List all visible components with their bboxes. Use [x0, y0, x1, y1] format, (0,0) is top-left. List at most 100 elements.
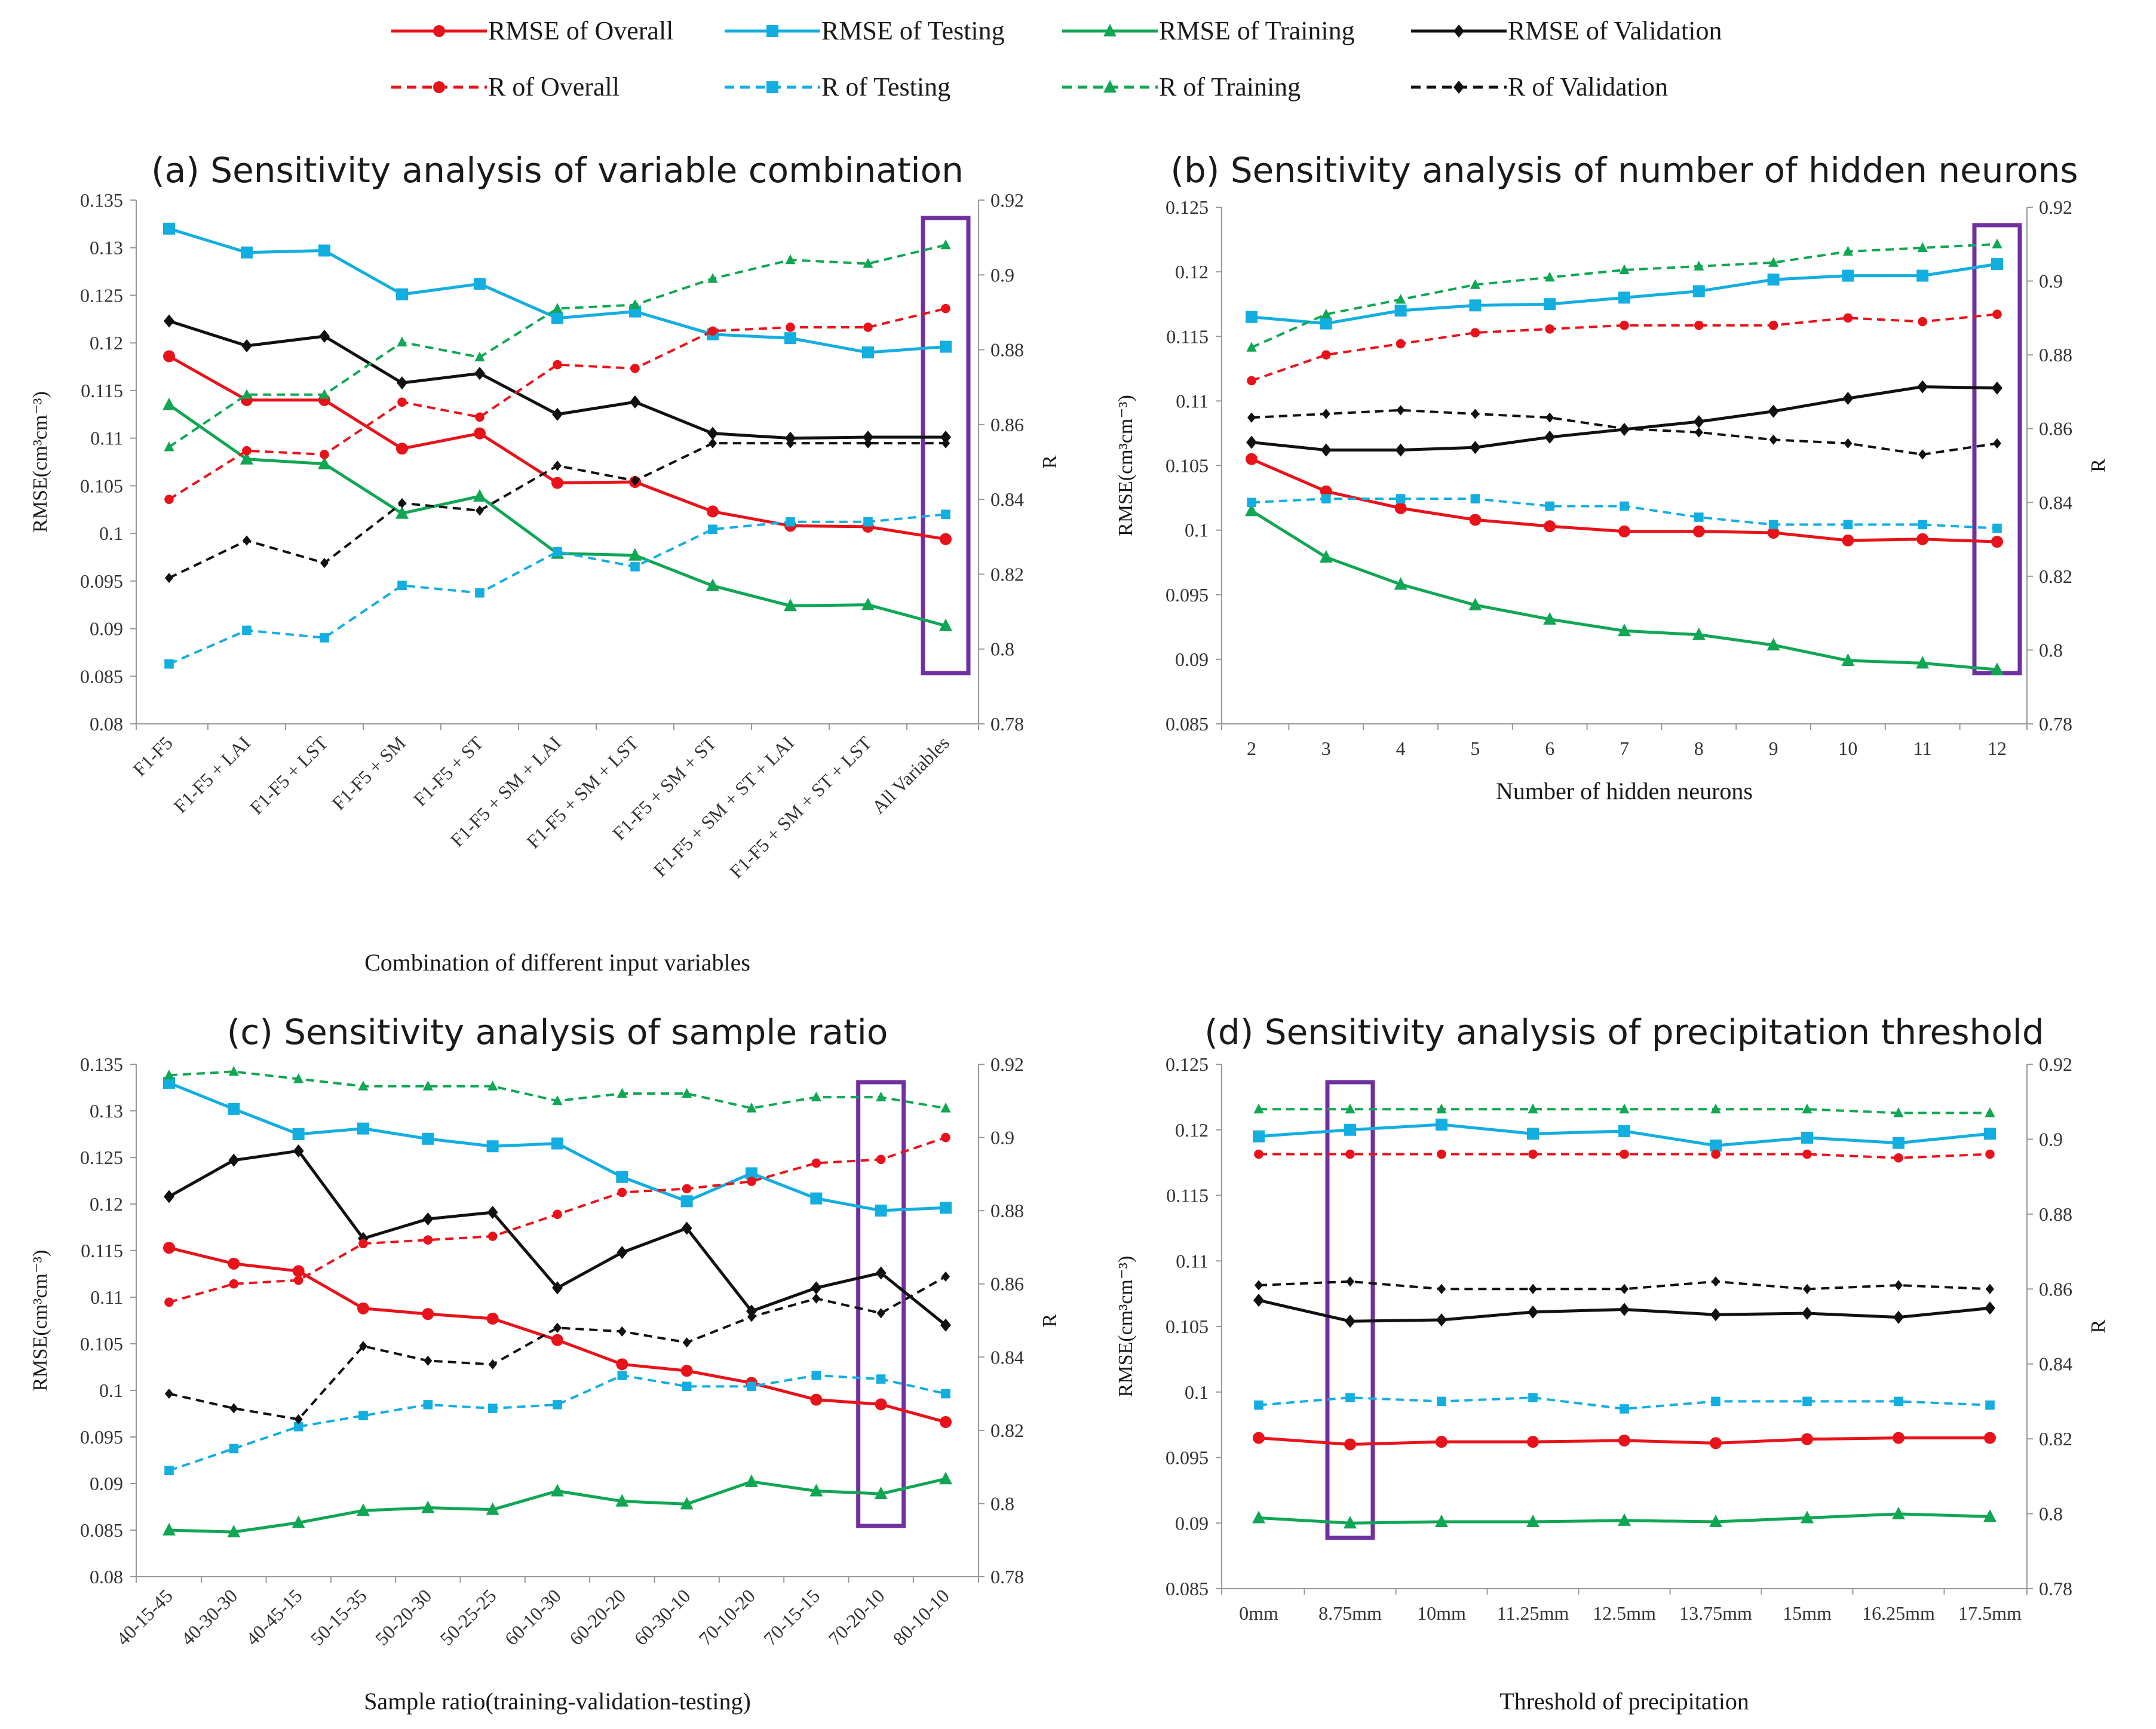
data-point — [1321, 494, 1331, 503]
y-tick-label: 0.095 — [80, 1426, 123, 1448]
data-point — [423, 1400, 433, 1409]
y2-tick-label: 0.84 — [2039, 492, 2072, 513]
data-point — [1802, 1396, 1812, 1406]
legend-item-rmse-of-testing: RMSE of Testing — [725, 16, 1005, 45]
data-point — [164, 495, 174, 504]
data-point — [1985, 1107, 1995, 1117]
x-tick-label: 5 — [1470, 738, 1480, 759]
data-point — [1992, 381, 2002, 395]
data-point — [1437, 1283, 1446, 1294]
data-point — [680, 1195, 693, 1208]
data-point — [863, 323, 873, 332]
data-point — [475, 412, 484, 422]
data-point — [1991, 536, 2003, 548]
data-point — [1916, 269, 1929, 282]
data-point — [1620, 1283, 1629, 1294]
data-point — [487, 1232, 498, 1241]
data-point — [617, 1187, 627, 1197]
data-point — [1842, 392, 1854, 406]
data-point — [164, 1297, 174, 1307]
data-point — [488, 1359, 497, 1370]
legend-marker — [766, 81, 778, 93]
data-point — [1254, 1400, 1263, 1410]
y-tick-label: 0.09 — [90, 618, 123, 640]
data-point — [319, 330, 330, 343]
data-point — [941, 1389, 950, 1399]
highlight-box — [1325, 1080, 1375, 1540]
x-tick-label: 50-25-25 — [436, 1584, 500, 1649]
data-point — [863, 438, 873, 449]
data-point — [616, 1171, 628, 1183]
data-point — [1620, 1404, 1629, 1414]
data-point — [1992, 238, 2002, 248]
y-tick-label: 0.09 — [1175, 649, 1209, 670]
y2-axis-label: R — [1039, 455, 1061, 469]
data-point — [1985, 1400, 1995, 1410]
data-point — [876, 1154, 886, 1165]
data-point — [747, 1381, 756, 1392]
y2-tick-label: 0.9 — [2039, 271, 2063, 292]
data-point — [486, 1312, 499, 1325]
data-point — [1992, 523, 2002, 533]
data-point — [745, 1474, 758, 1487]
data-point — [293, 1144, 304, 1158]
data-point — [630, 364, 640, 373]
y2-tick-label: 0.82 — [2039, 566, 2072, 587]
x-tick-label: 12.5mm — [1593, 1602, 1656, 1624]
y2-tick-label: 0.92 — [2039, 196, 2072, 218]
x-tick-label: 70-20-10 — [824, 1584, 888, 1649]
data-point — [1894, 1153, 1903, 1163]
data-point — [163, 1077, 175, 1089]
legend-label: R of Validation — [1508, 72, 1668, 102]
y2-tick-label: 0.92 — [2039, 1054, 2072, 1075]
legend-label: R of Training — [1159, 72, 1301, 102]
legend-item-r-of-training: R of Training — [1062, 72, 1301, 102]
data-point — [551, 1137, 563, 1150]
legend-label: R of Overall — [488, 72, 619, 102]
y-tick-label: 0.12 — [1175, 261, 1209, 282]
series-r-of-validation — [1254, 1276, 1995, 1294]
series-r-of-overall — [1247, 309, 2002, 386]
x-tick-label: 0mm — [1239, 1602, 1278, 1624]
y2-tick-label: 0.9 — [990, 264, 1014, 285]
x-tick-label: 15mm — [1783, 1602, 1832, 1624]
data-point — [707, 505, 719, 518]
data-point — [708, 438, 717, 449]
data-point — [1709, 1515, 1722, 1528]
data-point — [861, 597, 875, 610]
x-tick-label: 80-10-10 — [889, 1584, 953, 1649]
data-point — [746, 1102, 757, 1113]
data-point — [680, 1365, 693, 1377]
data-point — [228, 1153, 240, 1167]
data-point — [293, 1421, 303, 1432]
series-rmse-of-training — [162, 397, 952, 631]
data-point — [1436, 1436, 1447, 1448]
data-point — [1396, 494, 1406, 503]
chart-title: (b) Sensitivity analysis of number of hi… — [1170, 150, 2078, 191]
data-point — [1710, 1437, 1722, 1449]
data-point — [940, 1102, 951, 1113]
data-point — [1618, 291, 1630, 304]
data-point — [293, 1073, 304, 1083]
data-point — [241, 246, 253, 259]
y-tick-label: 0.1 — [99, 523, 123, 544]
y2-tick-label: 0.9 — [990, 1127, 1014, 1148]
data-point — [1768, 404, 1779, 418]
data-point — [1841, 653, 1855, 667]
data-point — [1984, 1432, 1996, 1444]
data-point — [395, 506, 409, 519]
y-tick-label: 0.1 — [99, 1380, 123, 1401]
y-tick-label: 0.105 — [80, 475, 123, 496]
y-axis-label: RMSE(cm³cm⁻³) — [29, 1250, 51, 1392]
data-point — [553, 460, 562, 471]
series-rmse-of-validation — [1246, 380, 2002, 457]
series-rmse-of-testing — [163, 1077, 952, 1217]
series-line — [168, 1149, 947, 1326]
data-point — [1253, 1103, 1264, 1114]
data-point — [1436, 1313, 1447, 1327]
x-tick-label: 40-15-45 — [112, 1584, 177, 1649]
y-tick-label: 0.11 — [1176, 1250, 1209, 1272]
series-rmse-of-overall — [1253, 1432, 1996, 1451]
data-point — [1992, 438, 2002, 449]
series-rmse-of-validation — [164, 314, 951, 445]
